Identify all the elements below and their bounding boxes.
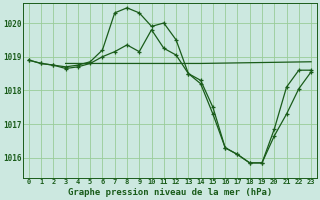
X-axis label: Graphe pression niveau de la mer (hPa): Graphe pression niveau de la mer (hPa)	[68, 188, 272, 197]
